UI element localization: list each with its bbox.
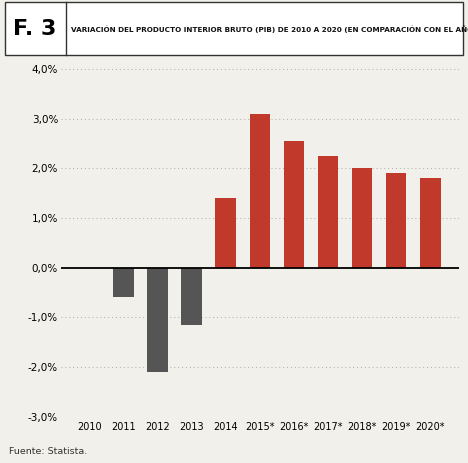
Bar — [284, 141, 304, 268]
Bar — [386, 173, 406, 268]
Bar — [420, 178, 440, 268]
Bar — [249, 114, 270, 268]
Text: VARIACIÓN DEL PRODUCTO INTERIOR BRUTO (PIB) DE 2010 A 2020 (EN COMPARACIÓN CON E: VARIACIÓN DEL PRODUCTO INTERIOR BRUTO (P… — [71, 25, 468, 33]
Bar — [318, 156, 338, 268]
Bar — [147, 268, 168, 372]
Text: Fuente: Statista.: Fuente: Statista. — [9, 447, 88, 456]
Bar — [113, 268, 133, 298]
Bar — [181, 268, 202, 325]
Bar — [352, 169, 373, 268]
Text: F. 3: F. 3 — [14, 19, 57, 39]
Bar — [215, 198, 236, 268]
